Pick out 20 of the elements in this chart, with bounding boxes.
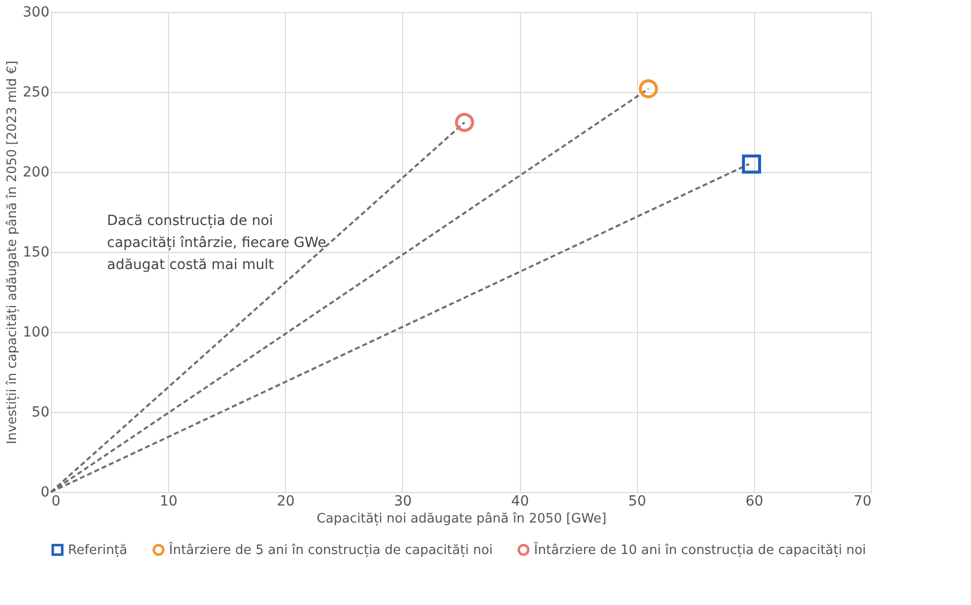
x-tick-label: 60 <box>745 494 764 510</box>
x-tick-label: 50 <box>628 494 646 510</box>
legend-label: Întârziere de 10 ani în construcția de capacități noi <box>533 540 866 558</box>
legend-label: Referință <box>68 542 128 558</box>
x-axis-title: Capacități noi adăugate până în 2050 [GWe] <box>316 512 606 526</box>
y-tick-label: 200 <box>22 164 50 180</box>
legend-label: Întârziere de 5 ani în construcția de capacități noi <box>168 540 493 558</box>
x-tick-label: 0 <box>52 494 60 510</box>
y-tick-label: 250 <box>22 84 50 100</box>
y-tick-label: 50 <box>32 404 50 420</box>
x-tick-label: 30 <box>394 494 412 510</box>
y-tick-label: 300 <box>22 4 50 20</box>
annotation: Dacă construcția de noi capacități întârzie, fiecare GWe adăugat costă mai mult <box>107 213 326 273</box>
y-axis-title: Investiții în capacități adăugate până în 2050 [2023 mld €] <box>4 60 20 444</box>
x-tick-label: 20 <box>276 494 295 510</box>
x-tick-label: 10 <box>160 494 178 510</box>
x-tick-label: 70 <box>854 494 872 510</box>
x-tick-label: 40 <box>511 494 529 510</box>
y-tick-label: 100 <box>22 324 50 340</box>
y-tick-label: 150 <box>22 244 50 260</box>
